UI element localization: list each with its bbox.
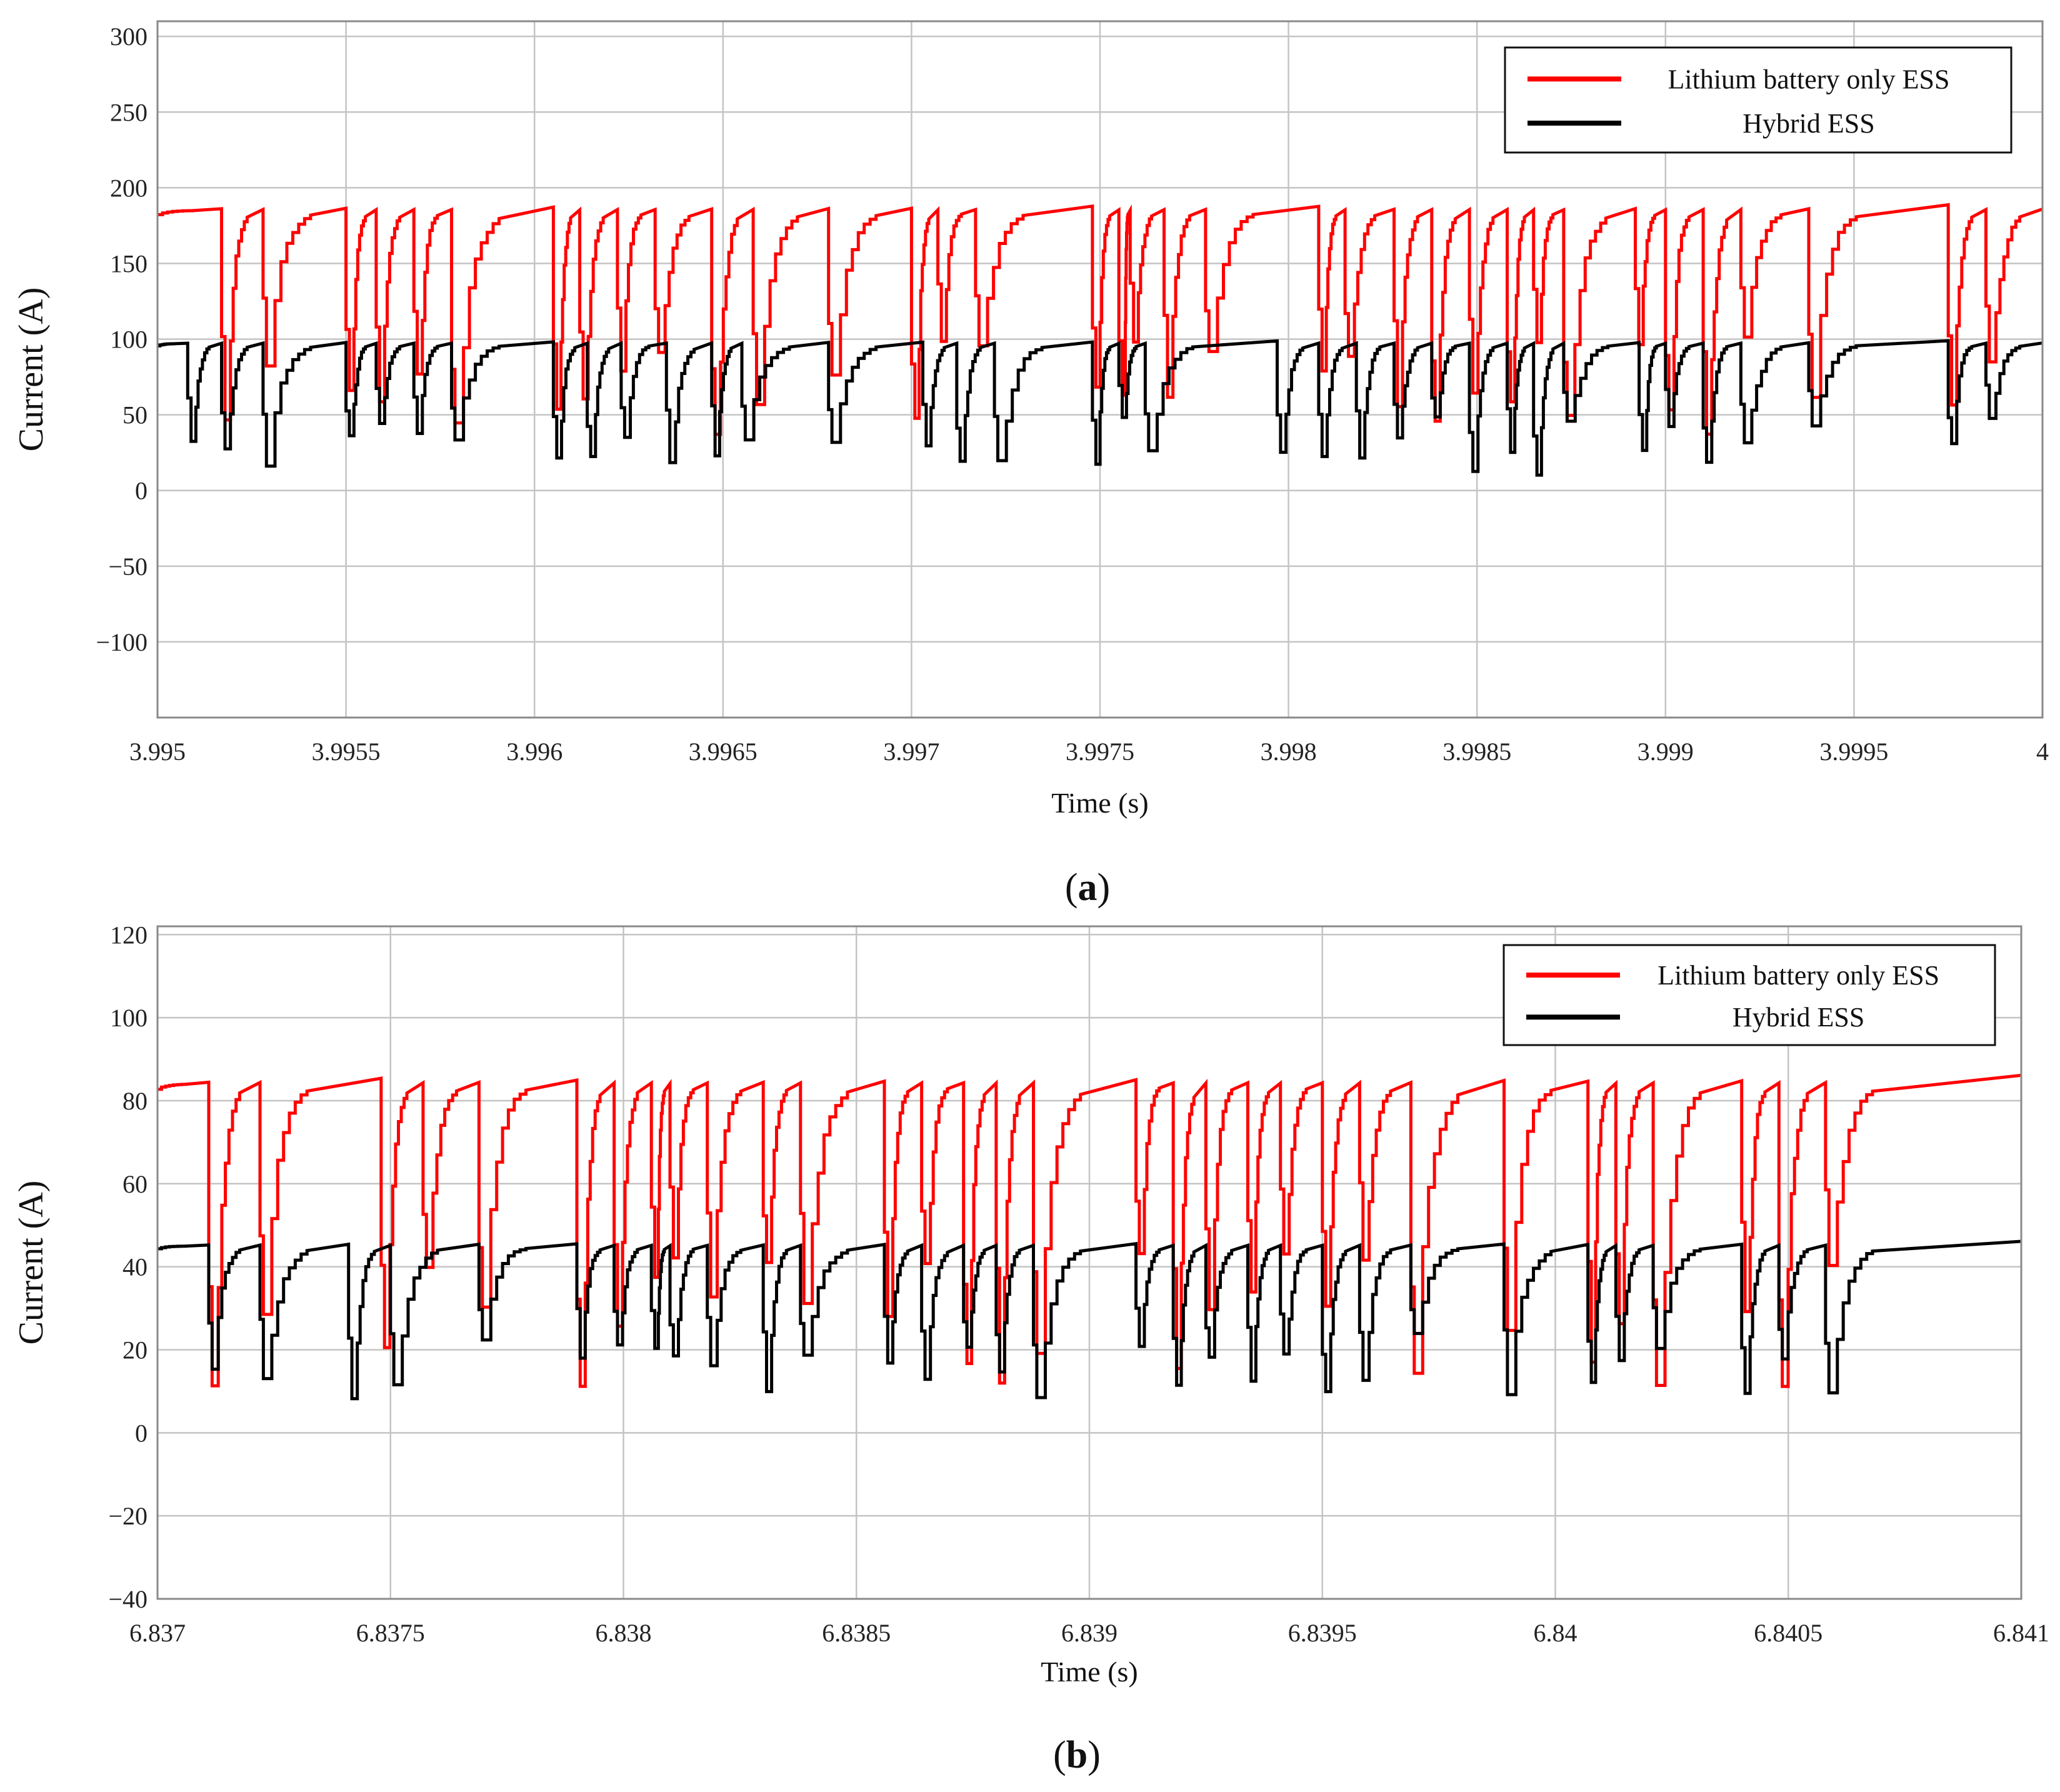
x-tick-label: 4 (2036, 738, 2049, 766)
x-tick-label: 6.838 (596, 1619, 652, 1647)
x-tick-label: 3.9965 (689, 738, 758, 766)
x-tick-label: 6.8395 (1288, 1619, 1357, 1647)
y-tick-label: 100 (110, 1004, 148, 1032)
x-axis-label: Time (s) (1051, 787, 1149, 819)
x-tick-label: 6.837 (129, 1619, 186, 1647)
legend-label: Lithium battery only ESS (1668, 64, 1950, 94)
y-tick-label: 0 (135, 1419, 148, 1447)
series-line-lithium (158, 1073, 2022, 1388)
x-tick-label: 6.8375 (356, 1619, 425, 1647)
x-tick-label: 6.8405 (1754, 1619, 1822, 1647)
legend-box (1504, 46, 2012, 154)
legend-label: Lithium battery only ESS (1658, 960, 1939, 991)
x-tick-label: 3.9975 (1066, 738, 1134, 766)
x-tick-label: 3.9995 (1819, 738, 1888, 766)
y-tick-label: −40 (108, 1585, 148, 1613)
series-line-lithium (158, 203, 2043, 436)
x-tick-label: 3.998 (1261, 738, 1317, 766)
y-axis-label: Current (A) (12, 1181, 51, 1345)
x-tick-label: 3.9955 (312, 738, 381, 766)
y-axis-label: Current (A) (12, 288, 51, 452)
x-axis-label: Time (s) (1041, 1656, 1138, 1688)
plot-frame (156, 925, 2022, 1600)
plot-frame (156, 20, 2044, 719)
series-line-hybrid (158, 339, 2043, 477)
x-tick-label: 3.997 (883, 738, 939, 766)
x-tick-label: 6.8385 (822, 1619, 891, 1647)
series-line-hybrid (158, 1239, 2022, 1401)
legend: Lithium battery only ESS Hybrid ESS (1502, 944, 1996, 1046)
panel-label: (a) (1065, 866, 1110, 909)
x-tick-label: 3.9985 (1442, 738, 1511, 766)
legend-label: Hybrid ESS (1732, 1002, 1864, 1033)
panel-letter: b (1066, 1734, 1088, 1776)
x-tick-label: 6.84 (1534, 1619, 1578, 1647)
y-tick-label: 20 (122, 1336, 148, 1364)
x-tick-label: 3.995 (129, 738, 186, 766)
y-tick-label: 60 (122, 1170, 148, 1198)
x-tick-label: 6.841 (1993, 1619, 2049, 1647)
y-tick-label: 80 (122, 1087, 148, 1115)
y-tick-label: 100 (110, 326, 148, 354)
panel-label: (b) (1053, 1734, 1101, 1776)
chart-panel-b: 6.837 6.8375 6.838 6.8385 6.839 6.8395 6.84 6.8… (12, 921, 2049, 1776)
x-tick-label: 3.996 (506, 738, 562, 766)
y-tick-label: 150 (110, 249, 148, 278)
chart-panel-a: 3.995 3.9955 3.996 3.9965 3.997 3.9975 3.998 3.… (12, 20, 2049, 909)
panel-letter: a (1078, 866, 1098, 909)
y-tick-label: 120 (110, 921, 148, 949)
y-tick-label: −100 (96, 628, 148, 656)
y-tick-label: 300 (110, 23, 148, 51)
y-tick-label: 200 (110, 174, 148, 202)
y-tick-label: 50 (122, 401, 148, 429)
y-tick-label: 40 (122, 1253, 148, 1281)
x-tick-label: 3.999 (1638, 738, 1694, 766)
legend-label: Hybrid ESS (1742, 108, 1874, 139)
y-tick-label: −20 (108, 1502, 148, 1530)
x-tick-label: 6.839 (1061, 1619, 1118, 1647)
y-tick-label: 250 (110, 98, 148, 126)
y-tick-label: −50 (108, 553, 148, 581)
y-tick-label: 0 (135, 477, 148, 505)
legend: Lithium battery only ESS Hybrid ESS (1504, 46, 2012, 154)
legend-box (1502, 944, 1996, 1046)
